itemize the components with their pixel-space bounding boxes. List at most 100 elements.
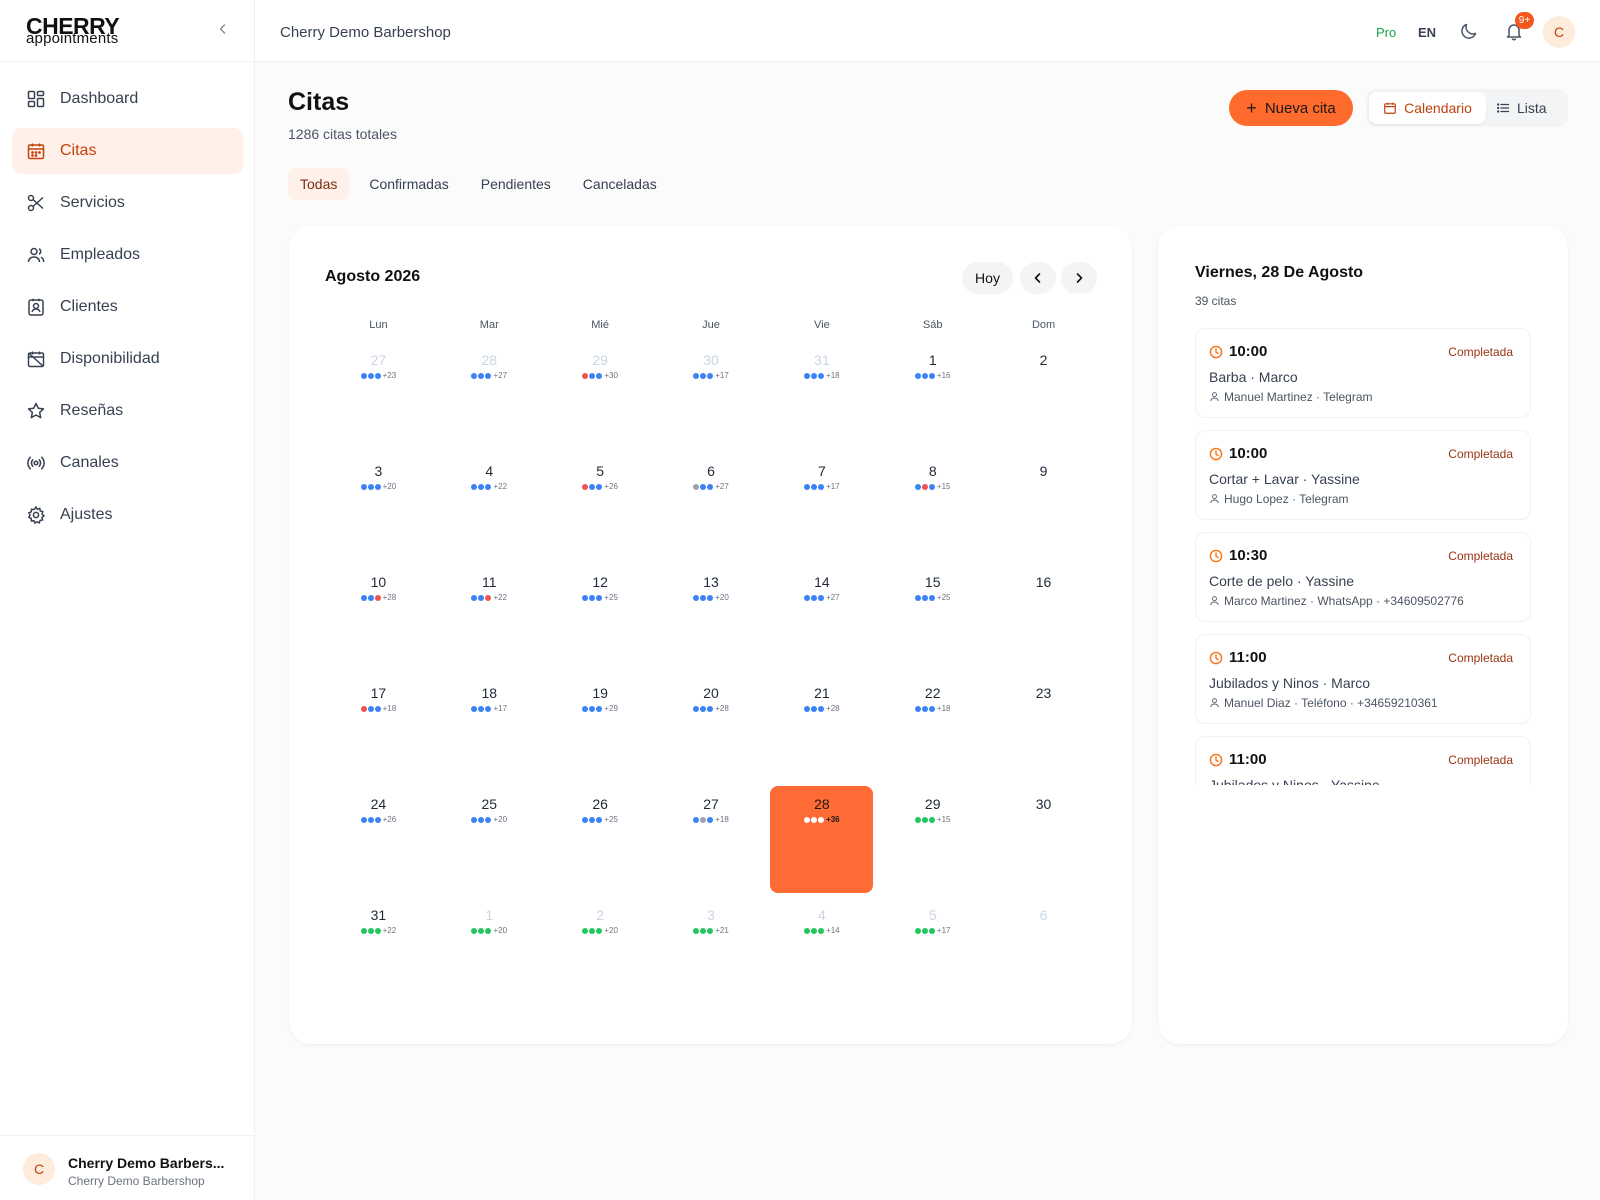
- sidebar-item-empleados[interactable]: Empleados: [12, 232, 243, 278]
- calendar-day[interactable]: 12 +25: [549, 564, 652, 671]
- calendar-day[interactable]: 4 +14: [770, 897, 873, 1004]
- tab-confirmadas[interactable]: Confirmadas: [369, 176, 449, 192]
- calendar-day[interactable]: 26 +25: [549, 786, 652, 893]
- calendar-day[interactable]: 9: [992, 453, 1095, 560]
- appointment-dots: +18: [327, 704, 430, 713]
- status-dot: [707, 372, 714, 379]
- day-number: 3: [374, 463, 383, 479]
- calendar-day[interactable]: 11 +22: [438, 564, 541, 671]
- collapse-sidebar-button[interactable]: [214, 20, 232, 38]
- calendar-day[interactable]: 24 +26: [327, 786, 430, 893]
- appointment-dots: +27: [660, 482, 763, 491]
- calendar-day[interactable]: 23: [992, 675, 1095, 782]
- calendar-day[interactable]: 31 +18: [770, 342, 873, 449]
- calendar-off-icon: [27, 351, 45, 368]
- calendar-day[interactable]: 19 +29: [549, 675, 652, 782]
- status-dot: [811, 372, 818, 379]
- prev-month-button[interactable]: [1020, 262, 1056, 294]
- appointment-card[interactable]: 10:00 Completada Cortar + Lavar · Yassine H…: [1195, 430, 1531, 520]
- more-count: +25: [604, 593, 618, 602]
- calendar-day[interactable]: 5 +17: [881, 897, 984, 1004]
- day-number: 9: [1039, 463, 1048, 479]
- calendar-day[interactable]: 16: [992, 564, 1095, 671]
- day-number: 30: [703, 352, 719, 368]
- calendar-day-selected[interactable]: 28 +36: [770, 786, 874, 893]
- language-switcher[interactable]: EN: [1418, 25, 1437, 40]
- calendar-day[interactable]: 25 +20: [438, 786, 541, 893]
- day-number: 8: [928, 463, 937, 479]
- calendar-day[interactable]: 2: [992, 342, 1095, 449]
- logo-wordmark[interactable]: CHERRY: [26, 13, 120, 39]
- day-number: 20: [703, 685, 719, 701]
- appointment-dots: +30: [549, 371, 652, 380]
- calendar-day[interactable]: 3 +21: [660, 897, 763, 1004]
- list-view-button[interactable]: Lista: [1496, 92, 1562, 124]
- appointment-card[interactable]: 11:00 Completada Jubilados y Ninos · Marco…: [1195, 634, 1531, 724]
- calendar-day[interactable]: 1 +20: [438, 897, 541, 1004]
- calendar-day[interactable]: 22 +18: [881, 675, 984, 782]
- sidebar-item-ajustes[interactable]: Ajustes: [12, 492, 243, 538]
- moon-icon[interactable]: [1459, 21, 1479, 41]
- calendar-day[interactable]: 5 +26: [549, 453, 652, 560]
- sidebar-item-clientes[interactable]: Clientes: [12, 284, 243, 330]
- status-dot: [818, 705, 825, 712]
- sidebar-item-canales[interactable]: Canales: [12, 440, 243, 486]
- appointment-card[interactable]: 10:30 Completada Corte de pelo · Yassine Ma…: [1195, 532, 1531, 622]
- calendar-day[interactable]: 27 +23: [327, 342, 430, 449]
- calendar-day[interactable]: 30: [992, 786, 1095, 893]
- sidebar-item-disponibilidad[interactable]: Disponibilidad: [12, 336, 243, 382]
- calendar-day[interactable]: 17 +18: [327, 675, 430, 782]
- account-switcher[interactable]: C Cherry Demo Barbers... Cherry Demo Bar…: [0, 1135, 255, 1200]
- calendar-day[interactable]: 30 +17: [660, 342, 763, 449]
- more-count: +27: [826, 593, 840, 602]
- tab-pendientes[interactable]: Pendientes: [480, 176, 551, 192]
- calendar-day[interactable]: 3 +20: [327, 453, 430, 560]
- calendar-day[interactable]: 8 +15: [881, 453, 984, 560]
- calendar-day[interactable]: 6: [992, 897, 1095, 1004]
- status-dot: [811, 705, 818, 712]
- day-number: 22: [924, 685, 941, 701]
- day-number: 15: [924, 574, 941, 590]
- user-avatar[interactable]: C: [1543, 16, 1575, 48]
- sidebar-item-resenas[interactable]: Reseñas: [12, 388, 243, 434]
- calendar-day[interactable]: 6 +27: [660, 453, 763, 560]
- calendar-view-button[interactable]: Calendario: [1369, 92, 1486, 124]
- sidebar-item-citas[interactable]: Citas: [12, 128, 243, 174]
- calendar-day[interactable]: 7 +17: [770, 453, 873, 560]
- calendar-day[interactable]: 1 +16: [881, 342, 984, 449]
- tab-todas[interactable]: Todas: [288, 168, 350, 200]
- appointment-card[interactable]: 10:00 Completada Barba · Marco Manuel Marti…: [1195, 328, 1531, 418]
- tab-canceladas[interactable]: Canceladas: [582, 176, 657, 192]
- calendar-day[interactable]: 10 +28: [327, 564, 430, 671]
- status-dot: [921, 705, 928, 712]
- calendar-day[interactable]: 29 +15: [881, 786, 984, 893]
- calendar-day[interactable]: 14 +27: [770, 564, 873, 671]
- calendar-day[interactable]: 20 +28: [660, 675, 763, 782]
- sidebar-item-dashboard[interactable]: Dashboard: [12, 76, 243, 122]
- calendar-day[interactable]: 2 +20: [549, 897, 652, 1004]
- appointment-card[interactable]: 11:00 Completada Jubilados y Ninos · Yassi…: [1195, 736, 1531, 785]
- day-number: 17: [370, 685, 387, 701]
- calendar-day[interactable]: 21 +28: [770, 675, 873, 782]
- calendar-day[interactable]: 27 +18: [660, 786, 763, 893]
- account-name: Cherry Demo Barbers...: [68, 1155, 225, 1171]
- contact-icon: [28, 298, 44, 316]
- appointment-service: Cortar + Lavar · Yassine: [1209, 471, 1360, 487]
- next-month-button[interactable]: [1061, 262, 1097, 294]
- today-button[interactable]: Hoy: [962, 262, 1013, 294]
- plan-badge[interactable]: Pro: [1376, 25, 1397, 40]
- calendar-icon: [1384, 102, 1396, 114]
- calendar-day[interactable]: 4 +22: [438, 453, 541, 560]
- calendar-day[interactable]: 31 +22: [327, 897, 430, 1004]
- calendar-day[interactable]: 29 +30: [549, 342, 652, 449]
- grid-icon: [27, 90, 45, 108]
- new-appointment-button[interactable]: + Nueva cita: [1229, 90, 1353, 126]
- calendar-day[interactable]: 18 +17: [438, 675, 541, 782]
- status-dot: [914, 927, 921, 934]
- sidebar-item-servicios[interactable]: Servicios: [12, 180, 243, 226]
- calendar-day[interactable]: 13 +20: [660, 564, 763, 671]
- calendar-day[interactable]: 28 +27: [438, 342, 541, 449]
- calendar-day[interactable]: 15 +25: [881, 564, 984, 671]
- calendar-card: Agosto 2026 Hoy Lun Mar Mié Jue Vie Sáb Dom 27…: [289, 226, 1132, 1044]
- more-count: +21: [715, 926, 729, 935]
